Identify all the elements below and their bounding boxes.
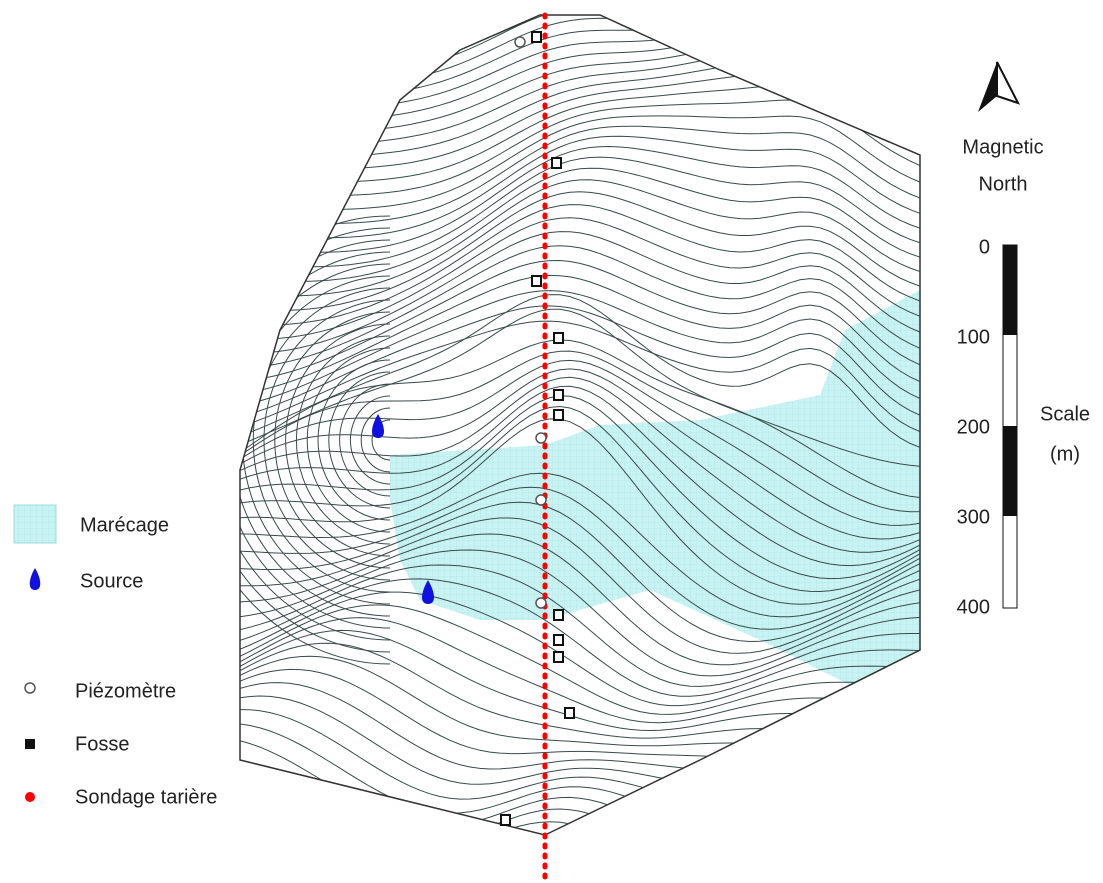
- contour-line: [230, 157, 930, 267]
- north-arrow: [978, 62, 997, 112]
- contour-line: [230, 0, 930, 69]
- contour-line: [230, 0, 930, 95]
- contour-line: [230, 775, 930, 880]
- contour-line: [230, 275, 930, 395]
- north-arrow: [997, 62, 1018, 103]
- scale-bar: [1003, 245, 1017, 335]
- contour-line: [230, 710, 930, 817]
- contour-line: [230, 756, 930, 864]
- legend-swatch: [25, 683, 35, 693]
- legend-label: Sondage tarière: [75, 786, 217, 808]
- contour-line: [230, 696, 930, 801]
- legend-label: Source: [80, 570, 143, 592]
- contour-line: [230, 0, 930, 82]
- scale-tick-label: 400: [957, 596, 990, 618]
- contour-line: [230, 116, 930, 210]
- contour-line: [242, 276, 390, 604]
- legend-label: Piézomètre: [75, 680, 176, 702]
- scale-tick-label: 200: [957, 416, 990, 438]
- contour-line: [230, 84, 930, 182]
- legend-swatch: [14, 505, 56, 543]
- scale-title: Scale: [1040, 403, 1090, 425]
- contour-line: [230, 0, 930, 56]
- map-area: [188, 0, 930, 880]
- scale-title: (m): [1050, 443, 1080, 465]
- contour-line: [230, 147, 930, 253]
- legend-swatch: [25, 739, 35, 749]
- contour-line: [230, 17, 930, 120]
- scale-tick-label: 0: [979, 236, 990, 258]
- legend-swatch: [30, 568, 41, 590]
- map: Marécage Source Piézomètre Fosse Sondage…: [0, 0, 1103, 883]
- contour-line: [230, 29, 930, 132]
- north-label: North: [979, 173, 1028, 195]
- legend-label: Marécage: [80, 514, 169, 536]
- contour-line: [264, 300, 390, 580]
- scale-bar: [1003, 426, 1017, 516]
- scale-tick-label: 300: [957, 506, 990, 528]
- contour-line: [230, 723, 930, 833]
- contour-line: [230, 42, 930, 145]
- north-label: Magnetic: [962, 136, 1043, 158]
- scale-tick-label: 100: [957, 326, 990, 348]
- contour-line: [230, 70, 930, 170]
- legend-swatch: [25, 792, 35, 802]
- contour-line: [230, 739, 930, 849]
- contour-line: [230, 6, 930, 107]
- legend-label: Fosse: [75, 733, 129, 755]
- scale-ticks: 0 100 200 300 400: [957, 236, 990, 618]
- contour-line: [230, 246, 930, 368]
- contour-line: [210, 240, 390, 640]
- contour-line: [230, 205, 930, 325]
- contour-line: [307, 348, 390, 532]
